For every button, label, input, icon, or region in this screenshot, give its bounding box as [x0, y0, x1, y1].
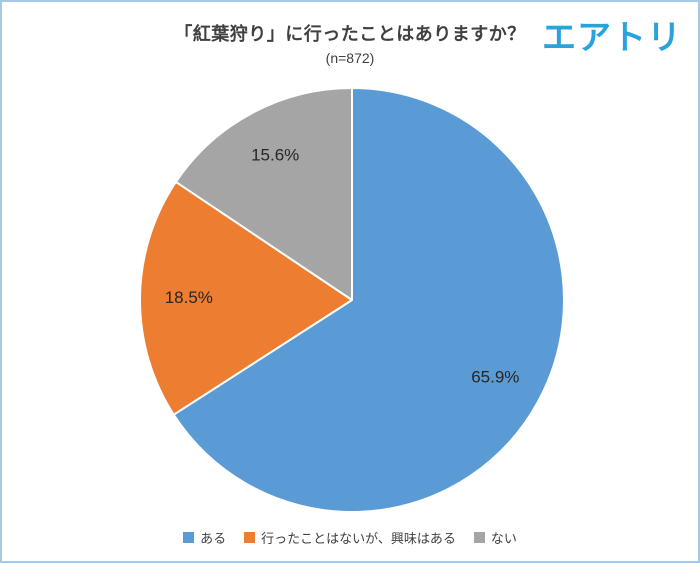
chart-legend: ある 行ったことはないが、興味はある ない — [2, 528, 698, 547]
legend-item-0: ある — [183, 528, 226, 547]
sample-size-label: (n=872) — [325, 50, 375, 66]
pie-slice-value-2: 15.6% — [251, 145, 299, 164]
pie-slice-value-1: 18.5% — [165, 288, 213, 307]
pie-slice-1 — [139, 180, 353, 416]
chart-title: 「紅葉狩り」に行ったことはありますか？ — [174, 24, 526, 44]
legend-label-0: ある — [200, 531, 227, 546]
legend-swatch-icon-1 — [244, 532, 256, 543]
legend-swatch-icon-0 — [183, 532, 195, 543]
airtrip-logo: エアトリ — [542, 19, 682, 57]
pie-slice-2 — [174, 87, 353, 301]
legend-swatch-icon-2 — [473, 532, 485, 543]
pie-chart: 65.9% 18.5% 15.6% — [139, 87, 565, 513]
legend-label-2: ない — [490, 531, 517, 546]
legend-item-2: ない — [473, 528, 517, 547]
pie-slice-value-0: 65.9% — [471, 368, 519, 387]
pie-slice-0 — [172, 87, 565, 513]
legend-item-1: 行ったことはないが、興味はある — [244, 528, 456, 547]
legend-label-1: 行ったことはないが、興味はある — [261, 531, 456, 546]
